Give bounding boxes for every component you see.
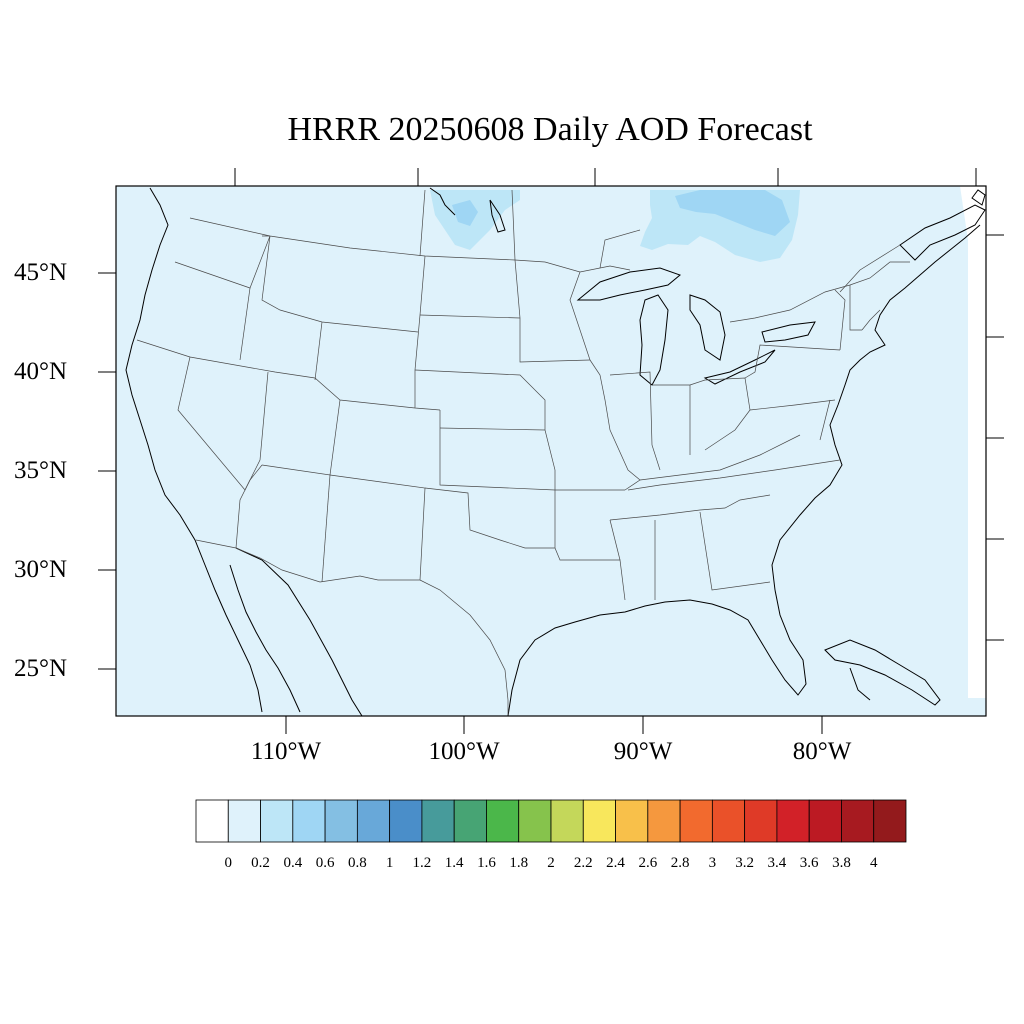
- colorbar-swatch: [260, 799, 294, 843]
- colorbar-tick-label: 1: [385, 855, 394, 871]
- colorbar-tick-label: 1.2: [412, 855, 432, 871]
- lake-michigan: [639, 294, 669, 386]
- colorbar-swatch: [647, 799, 681, 843]
- colorbar-tick-label: 3: [708, 855, 717, 871]
- cuba-coastline: [824, 639, 941, 706]
- colorbar-tick-label: 0.8: [347, 855, 367, 871]
- lake-huron: [689, 294, 726, 361]
- lake-superior: [576, 267, 681, 301]
- mexico-west-coastline: [235, 547, 363, 717]
- colorbar-tick-label: 2.4: [606, 855, 625, 871]
- lat-label-40: 40°N: [14, 358, 68, 385]
- lake-erie: [703, 349, 776, 385]
- lon-label-110: 110°W: [250, 738, 322, 765]
- hudson-bay-coastline: [429, 187, 456, 216]
- lake-winnipeg: [489, 199, 506, 233]
- colorbar-swatch: [356, 799, 391, 843]
- colorbar-tick-label: 1.4: [444, 855, 464, 871]
- colorbar-swatch: [453, 799, 487, 843]
- colorbar-swatch: [550, 799, 584, 843]
- gulf-coastline: [507, 589, 807, 717]
- colorbar-tick-label: 4: [869, 855, 878, 871]
- lake-ontario: [761, 321, 816, 343]
- newfoundland-coastline: [971, 189, 986, 206]
- colorbar-swatch: [776, 799, 810, 843]
- colorbar-swatch: [292, 799, 326, 843]
- colorbar-tick-label: 3.8: [832, 855, 851, 871]
- tick-marks: [98, 168, 1004, 734]
- colorbar-tick-label: 0.6: [315, 855, 335, 871]
- colorbar-tick-label: 3.4: [767, 855, 787, 871]
- colorbar-swatch: [873, 799, 907, 843]
- colorbar-tick-label: 2.2: [573, 855, 593, 871]
- colorbar-swatch: [486, 799, 520, 843]
- pacific-coastline: [125, 187, 263, 713]
- colorbar-tick-label: 2.8: [670, 855, 690, 871]
- map-title: HRRR 20250608 Daily AOD Forecast: [287, 111, 813, 148]
- canada-province-borders: [262, 189, 901, 293]
- colorbar-swatch: [324, 799, 358, 843]
- state-boundaries: [136, 189, 910, 716]
- colorbar-swatch: [744, 799, 778, 843]
- colorbar-tick-label: 1.6: [477, 855, 496, 871]
- colorbar-swatch: [227, 799, 261, 843]
- lat-label-35: 35°N: [14, 457, 68, 484]
- map-background: [116, 186, 986, 716]
- baja-coastline: [229, 564, 301, 713]
- colorbar-swatch: [421, 799, 455, 843]
- us-mexico-border: [195, 539, 509, 716]
- atlantic-coastline: [771, 224, 981, 591]
- coastlines: [125, 187, 986, 717]
- lon-label-90: 90°W: [613, 738, 673, 765]
- colorbar-tick-label: 2: [547, 855, 555, 871]
- out-of-domain-area: [968, 186, 986, 698]
- colorbar-swatch: [518, 799, 552, 843]
- colorbar-swatch: [679, 799, 713, 843]
- colorbar-swatch: [841, 799, 875, 843]
- lat-label-25: 25°N: [14, 655, 68, 682]
- colorbar-tick-label: 2.6: [638, 855, 658, 871]
- lon-label-80: 80°W: [792, 738, 852, 765]
- colorbar-tick-label: 0.2: [251, 855, 270, 871]
- colorbar-swatch: [195, 799, 229, 843]
- lat-label-30: 30°N: [14, 556, 68, 583]
- colorbar-tick-label: 0: [224, 855, 233, 871]
- out-of-domain-area-top: [960, 186, 986, 240]
- colorbar-tick-label: 1.8: [509, 855, 529, 871]
- colorbar-tick-label: 3.6: [799, 855, 819, 871]
- maritime-coastline: [899, 204, 986, 261]
- colorbar-tick-label: 0.4: [283, 855, 303, 871]
- lat-label-45: 45°N: [14, 259, 68, 286]
- lon-label-100: 100°W: [428, 738, 500, 765]
- colorbar-tick-label: 3.2: [735, 855, 754, 871]
- bahamas-coastline: [849, 667, 871, 701]
- map-frame: [115, 185, 987, 717]
- colorbar-swatch: [389, 799, 423, 843]
- colorbar-swatch: [808, 799, 842, 843]
- colorbar: [195, 799, 907, 843]
- aod-plume-level-0.6-west: [452, 200, 478, 226]
- colorbar-swatch: [582, 799, 616, 843]
- colorbar-swatch: [615, 799, 649, 843]
- colorbar-swatch: [711, 799, 746, 843]
- aod-plume-level-0.6: [675, 190, 790, 236]
